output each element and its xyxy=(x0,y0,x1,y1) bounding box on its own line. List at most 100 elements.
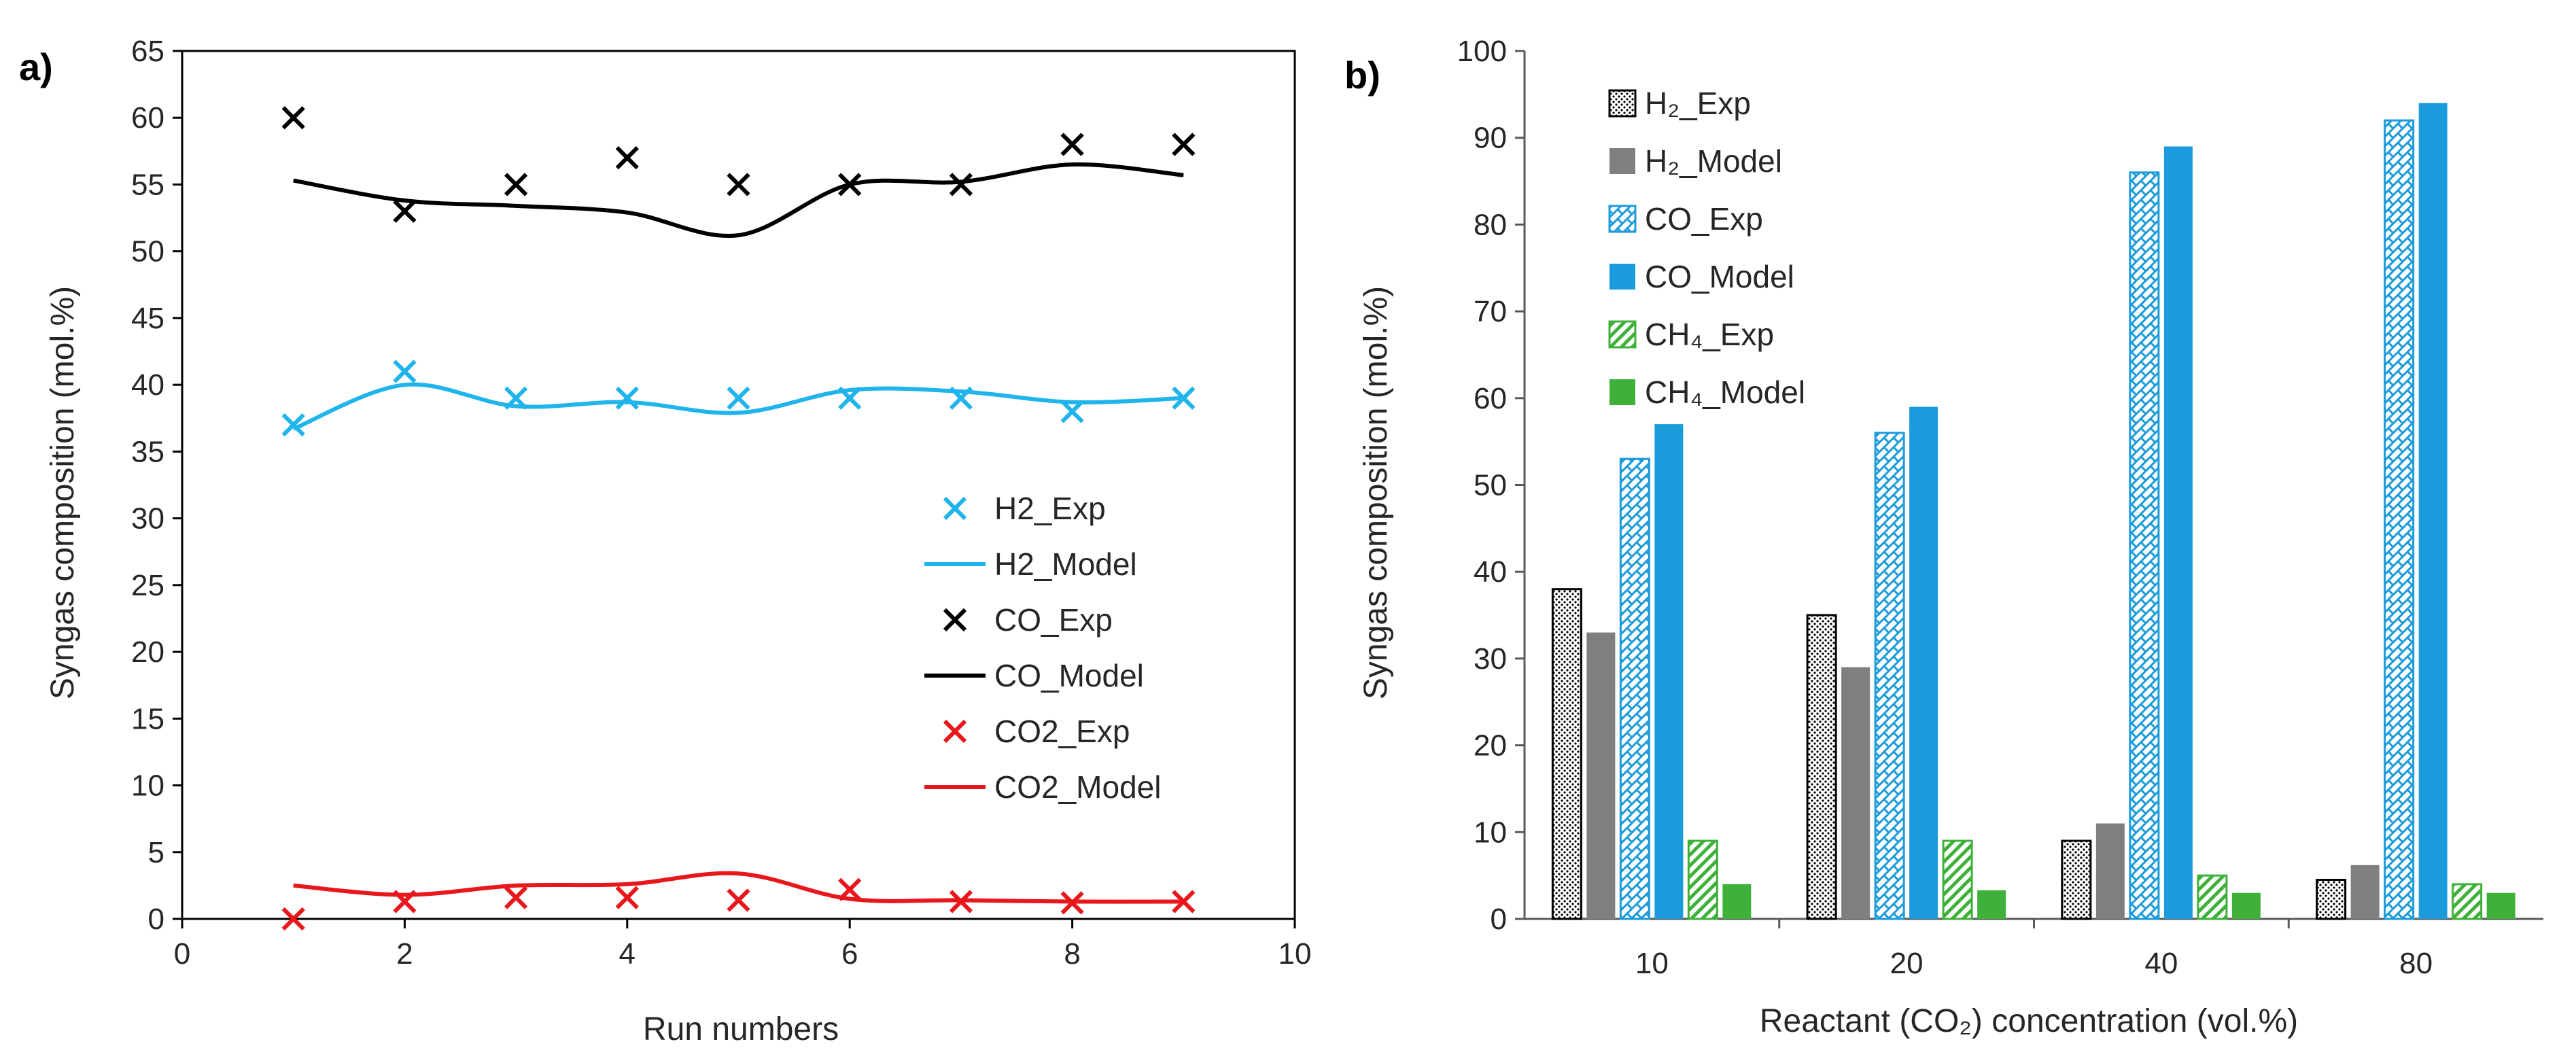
series-co2-exp-point xyxy=(615,886,639,909)
panel-a-legend: H2_Exp H2_Model CO_Exp CO_Model CO2_Exp CO2_M… xyxy=(924,491,1161,805)
panel-b-y-tick-label: 20 xyxy=(1474,729,1507,763)
panel-a-x-tick-label: 6 xyxy=(841,937,858,971)
panel-b-y-tick-label: 90 xyxy=(1474,122,1507,155)
panel-a-x-tick-label: 8 xyxy=(1064,937,1080,971)
legend-swatch xyxy=(1608,320,1637,349)
panel-a-y-tick-label: 20 xyxy=(131,635,164,669)
bar-h-exp-20 xyxy=(1806,614,1837,920)
legend-swatch xyxy=(1609,148,1635,174)
series-h2-exp-point xyxy=(1060,400,1084,423)
bar-h-model-10 xyxy=(1586,632,1616,919)
panel-b-x-axis-title: Reactant (CO₂) concentration (vol.%) xyxy=(1760,1003,2298,1039)
bar-ch-exp-40 xyxy=(2197,874,2228,920)
panel-a-x-tick-label: 2 xyxy=(396,937,413,971)
panel-a-y-tick-label: 50 xyxy=(131,235,164,268)
series-co2-exp-point xyxy=(1172,890,1196,913)
panel-a-x-axis-title: Run numbers xyxy=(643,1011,839,1047)
series-co-exp-point xyxy=(1172,133,1196,156)
bar-ch-model-10 xyxy=(1722,884,1752,919)
panel-b-y-axis-title: Syngas composition (mol.%) xyxy=(1358,286,1394,699)
series-co-exp-point xyxy=(727,173,750,196)
bar-ch-exp-20 xyxy=(1942,839,1973,920)
bar-co-exp-20 xyxy=(1874,432,1905,920)
bar-ch-exp-80 xyxy=(2452,883,2483,920)
bar-h-model-40 xyxy=(2095,823,2125,919)
panel-b-x-tick-label: 20 xyxy=(1890,947,1924,980)
bar-co-model-40 xyxy=(2163,146,2193,920)
panel-a: a) 0 2 4 6 8 10 0 5 10 15 20 25 30 35 40 45 50 55 60 65 H2_… xyxy=(19,35,1311,1047)
panel-a-x-tick-label: 10 xyxy=(1278,937,1312,971)
bar-h-exp-40 xyxy=(2061,839,2092,920)
panel-b-y-tick-label: 30 xyxy=(1474,642,1507,676)
series-h2-exp-point xyxy=(393,360,417,383)
legend-item-ch-exp: CH₄_Exp xyxy=(1608,317,1774,352)
series-co-exp-point xyxy=(1060,133,1084,156)
panel-a-y-axis-title: Syngas composition (mol.%) xyxy=(45,286,81,699)
bar-h-model-80 xyxy=(2350,865,2380,919)
series-co-exp-point xyxy=(393,199,417,223)
panel-a-y-tick-label: 65 xyxy=(131,35,164,68)
panel-b-plot-area xyxy=(1551,103,2516,920)
bar-co-exp-10 xyxy=(1619,457,1650,920)
panel-a-y-tick-label: 30 xyxy=(131,502,164,536)
panel-a-axes: 0 2 4 6 8 10 0 5 10 15 20 25 30 35 40 45 50 55 60 65 xyxy=(131,35,1311,971)
legend-swatch xyxy=(1609,379,1635,405)
series-co-exp-point xyxy=(949,173,973,196)
legend-label: CO_Model xyxy=(1645,259,1794,294)
panel-b-y-tick-label: 40 xyxy=(1474,555,1507,589)
legend-item-co2-exp: CO2_Exp xyxy=(943,714,1130,749)
bar-h-model-20 xyxy=(1841,667,1870,919)
legend-swatch xyxy=(943,608,967,632)
legend-swatch xyxy=(1609,264,1635,290)
legend-swatch xyxy=(943,719,967,744)
panel-a-y-tick-label: 10 xyxy=(131,769,164,803)
legend-label: H₂_Model xyxy=(1645,143,1782,179)
series-co2-model-line xyxy=(293,871,1184,904)
legend-label: CO2_Model xyxy=(994,769,1161,805)
panel-a-y-tick-label: 45 xyxy=(131,302,164,335)
bar-ch-model-40 xyxy=(2231,892,2261,919)
bar-ch-model-80 xyxy=(2486,892,2516,919)
legend-item-co-exp: CO_Exp xyxy=(1608,201,1763,237)
series-co-exp-point xyxy=(615,146,639,170)
series-h2-model-line xyxy=(292,382,1184,431)
legend-label: CO_Model xyxy=(994,658,1144,693)
panel-a-y-tick-label: 55 xyxy=(131,168,164,201)
series-h2-exp-point xyxy=(281,413,305,437)
panel-b-x-tick-label: 10 xyxy=(1635,947,1669,980)
series-h2-exp-point xyxy=(727,386,750,410)
panel-a-y-tick-label: 35 xyxy=(131,435,164,468)
series-co-exp-point xyxy=(504,173,528,196)
bar-co-exp-80 xyxy=(2384,119,2415,920)
bar-h-exp-80 xyxy=(2316,879,2347,920)
panel-a-label: a) xyxy=(19,46,53,88)
legend-item-co2-model: CO2_Model xyxy=(924,769,1161,805)
panel-a-y-tick-label: 5 xyxy=(148,836,164,869)
panel-b-y-tick-label: 50 xyxy=(1474,469,1507,502)
legend-label: H₂_Exp xyxy=(1645,86,1751,121)
legend-swatch xyxy=(943,496,967,521)
legend-swatch xyxy=(1608,89,1637,118)
panel-a-x-tick-label: 4 xyxy=(619,937,636,971)
panel-a-x-tick-label: 0 xyxy=(174,937,190,971)
bar-h-exp-10 xyxy=(1551,588,1582,920)
series-co2-exp-point xyxy=(504,886,528,909)
series-co2-exp-point xyxy=(281,907,305,931)
panel-a-y-tick-label: 0 xyxy=(148,903,164,936)
panel-b: b) 0 10 20 30 40 50 60 70 80 90 100 10 20 40 80 H₂_Exp… xyxy=(1344,35,2543,1039)
bar-co-model-20 xyxy=(1909,406,1938,919)
series-co-model-line xyxy=(293,162,1184,238)
legend-label: CO_Exp xyxy=(994,602,1113,638)
bar-ch-model-20 xyxy=(1977,890,2006,919)
panel-b-y-tick-label: 80 xyxy=(1474,208,1507,241)
legend-item-h-exp: H₂_Exp xyxy=(1608,86,1751,121)
bar-co-model-10 xyxy=(1654,424,1684,919)
panel-a-plot-frame xyxy=(181,50,1296,920)
panel-a-y-tick-label: 25 xyxy=(131,569,164,602)
panel-b-y-tick-label: 60 xyxy=(1474,382,1507,415)
legend-item-h-model: H₂_Model xyxy=(1609,143,1782,179)
panel-b-axes: 0 10 20 30 40 50 60 70 80 90 100 10 20 40 80 xyxy=(1457,35,2543,980)
panel-a-y-tick-label: 40 xyxy=(131,368,164,402)
panel-a-y-tick-label: 15 xyxy=(131,702,164,735)
